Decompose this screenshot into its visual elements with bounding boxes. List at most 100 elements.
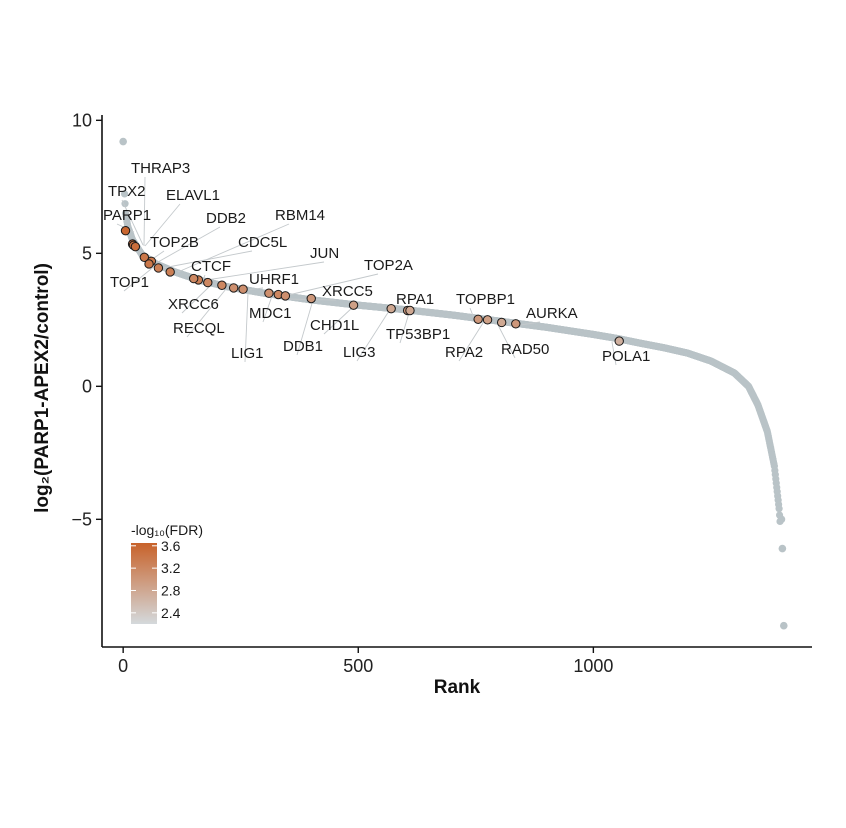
gene-label-rbm14: RBM14 [275,207,325,224]
legend-title: -log₁₀(FDR) [131,522,203,538]
gene-label-uhrf1: UHRF1 [249,271,299,288]
gene-label-rpa1: RPA1 [396,291,434,308]
x-axis-ticks: 0 500 1000 [118,647,613,676]
label-connector [262,295,273,323]
label-connector [157,226,221,263]
label-connector [399,312,410,344]
label-connector [458,322,484,362]
gene-label-parp1: PARP1 [103,207,151,224]
label-connector [323,306,354,335]
highlight-point-cdc5l [153,263,164,273]
label-connectors [116,176,617,366]
gene-label-xrcc6: XRCC6 [168,296,219,313]
highlight-point-topbp1 [473,314,483,324]
background-point [778,544,787,553]
highlight-point-rpa2 [482,315,493,325]
color-legend: -log₁₀(FDR) 3.6 3.2 2.8 2.4 [131,522,203,624]
legend-tick-label: 3.6 [161,538,181,554]
gene-label-lig1: LIG1 [231,345,264,362]
label-connector [356,310,390,362]
x-tick-label: 1000 [573,656,613,676]
background-point [119,137,127,146]
gene-label-top2a: TOP2A [364,257,413,274]
label-connector [186,288,227,338]
gene-label-recql: RECQL [173,320,225,337]
highlight-point-xrcc6 [203,277,213,288]
gene-label-top1: TOP1 [110,274,149,291]
highlight-point-elavl1 [130,241,141,252]
label-connector [497,324,516,359]
highlight-point-rbm14 [165,267,175,277]
highlight-point-mdc1 [264,288,274,298]
label-connector [123,264,157,292]
gene-label-topbp1: TOPBP1 [456,291,515,308]
y-tick-label: 5 [82,243,92,263]
legend-tick-label: 3.2 [161,560,181,576]
highlight-point-aurka [511,319,521,329]
label-connector [153,250,165,259]
gene-labels: THRAP3 TPX2 ELAVL1 PARP1 DDB2 TOP2B RBM14 CDC5L… [103,160,650,365]
y-axis-title: log₂(PARP1-APEX2/control) [32,263,53,513]
x-tick-label: 500 [343,656,373,676]
y-tick-label: −5 [71,509,92,529]
gene-label-ddb2: DDB2 [206,210,246,227]
highlight-point-lig1 [238,284,248,294]
legend-tick-label: 2.4 [161,605,181,621]
gene-label-chd1l: CHD1L [310,317,359,334]
gene-label-tp53bp1: TP53BP1 [386,326,450,343]
y-tick-label: 10 [72,110,92,130]
legend-color-bar [131,543,157,624]
x-tick-label: 0 [118,656,128,676]
highlight-point-ddb1 [306,293,316,304]
background-point [120,190,129,198]
label-connector [177,223,290,273]
label-connector [121,199,144,246]
gene-label-mdc1: MDC1 [249,305,292,322]
label-connector [181,285,211,314]
gene-label-pola1: POLA1 [602,348,650,365]
gene-label-ddb1: DDB1 [283,338,323,355]
label-connector [279,273,379,298]
gene-label-rpa2: RPA2 [445,344,483,361]
gene-label-elavl1: ELAVL1 [166,187,220,204]
highlight-point-top1 [144,259,154,269]
x-axis-title: Rank [434,677,481,698]
highlight-point-rad50 [496,317,507,328]
highlight-point-chd1l [348,300,359,310]
background-point [777,515,786,524]
background-point [775,505,783,513]
gene-label-xrcc5: XRCC5 [322,283,373,300]
highlight-point-lig3 [386,303,396,314]
gene-label-ctcf: CTCF [191,258,231,275]
highlight-point-xrcc5 [280,291,291,301]
label-connector [611,341,617,366]
gene-label-rad50: RAD50 [501,341,549,358]
gene-label-jun: JUN [310,245,339,262]
label-connector [143,176,146,247]
label-connector [199,261,325,282]
label-connector [244,292,249,363]
label-connector [296,299,314,356]
gene-label-aurka: AURKA [526,305,578,322]
highlight-point-tp53bp1 [405,305,415,316]
gene-label-thrap3: THRAP3 [131,160,190,177]
highlight-point-top2b [139,252,150,263]
legend-ticks: 3.6 3.2 2.8 2.4 [131,538,181,621]
gene-label-lig3: LIG3 [343,344,376,361]
legend-tick-label: 2.8 [161,582,181,598]
highlight-point-parp1 [120,226,131,236]
gene-label-top2b: TOP2B [150,234,199,251]
y-tick-label: 0 [82,376,92,396]
highlight-point-pola1 [614,336,624,346]
gene-label-tpx2: TPX2 [108,183,146,200]
gene-label-cdc5l: CDC5L [238,234,287,251]
highlighted-points [120,226,624,346]
highlight-point-jun [188,273,199,284]
y-axis-ticks: 10 5 0 −5 [71,110,102,529]
background-point [779,621,788,630]
label-connector [144,203,181,247]
label-connector [162,250,253,269]
highlight-point-recql [217,280,227,290]
highlight-point-uhrf1 [228,283,239,293]
